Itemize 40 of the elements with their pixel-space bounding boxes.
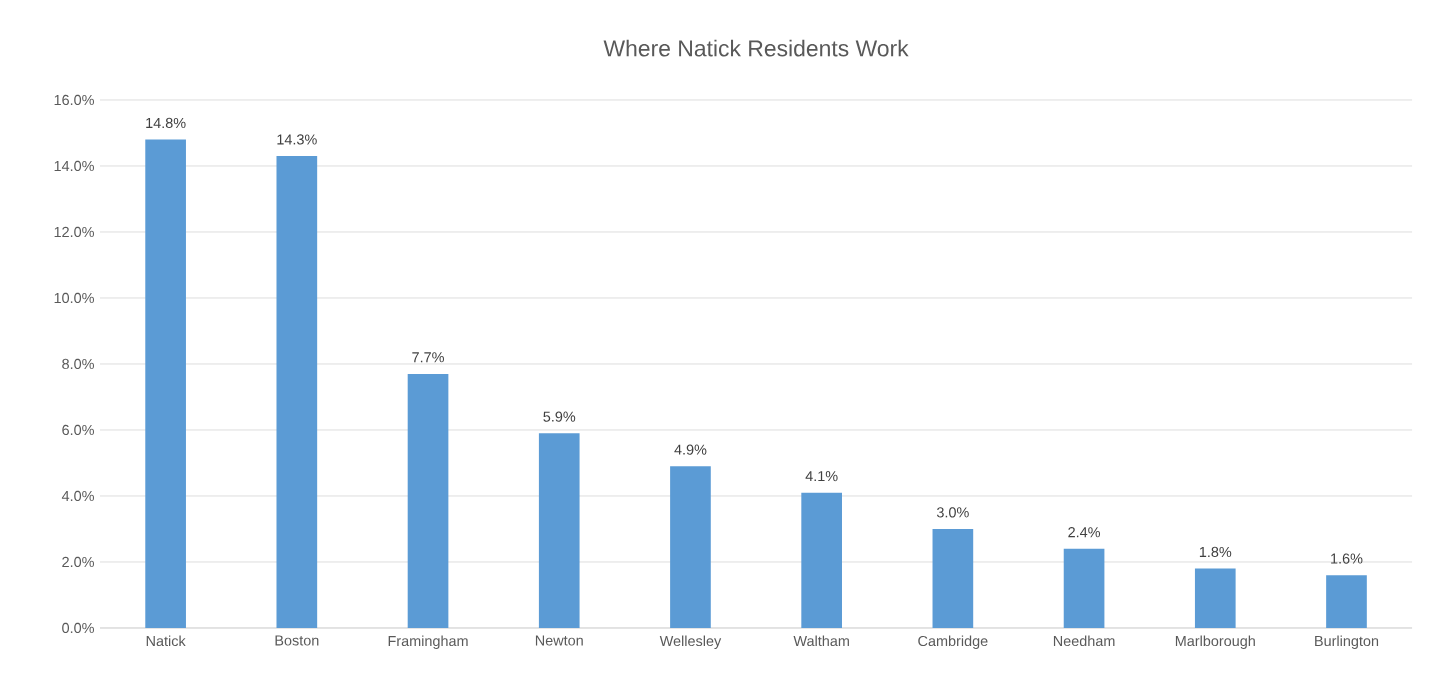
data-label: 4.9% (674, 444, 707, 455)
data-label: 2.4% (1068, 527, 1101, 538)
bar (1326, 575, 1367, 628)
y-tick-label: 12.0% (54, 226, 94, 238)
y-tick-label: 14.0% (54, 160, 94, 172)
x-tick-label: Waltham (793, 635, 849, 647)
bar (1194, 568, 1236, 628)
bar (145, 139, 186, 628)
bar (538, 433, 580, 628)
bar (276, 156, 318, 628)
x-tick-label: Wellesley (659, 635, 722, 649)
bar (801, 492, 842, 628)
data-label: 14.3% (277, 134, 317, 145)
data-label: 4.1% (805, 471, 838, 482)
x-tick-label: Needham (1053, 635, 1115, 647)
y-tick-label: 2.0% (62, 556, 94, 568)
x-tick-label: Natick (146, 635, 186, 647)
data-label: 7.7% (412, 352, 444, 363)
data-label: 14.8% (146, 117, 186, 129)
bar (670, 466, 711, 628)
y-tick-label: 10.0% (54, 292, 94, 304)
data-label: 3.0% (936, 507, 969, 518)
data-label: 1.8% (1199, 546, 1232, 558)
y-tick-label: 0.0% (62, 622, 94, 634)
bar (407, 373, 449, 628)
chart-title: Where Natick Residents Work (603, 39, 909, 57)
bar (1063, 548, 1105, 628)
y-tick-label: 4.0% (61, 490, 94, 502)
x-tick-label: Marlborough (1175, 635, 1255, 649)
x-tick-label: Boston (275, 635, 319, 646)
x-tick-label: Newton (535, 635, 583, 646)
data-label: 1.6% (1331, 553, 1363, 564)
y-tick-label: 8.0% (62, 358, 94, 370)
y-tick-label: 16.0% (54, 94, 94, 106)
x-tick-label: Burlington (1315, 635, 1379, 649)
x-tick-label: Cambridge (918, 635, 988, 649)
y-tick-label: 6.0% (62, 424, 94, 436)
data-label: 5.9% (543, 411, 576, 422)
x-tick-label: Framingham (388, 635, 468, 649)
bar (932, 528, 974, 628)
